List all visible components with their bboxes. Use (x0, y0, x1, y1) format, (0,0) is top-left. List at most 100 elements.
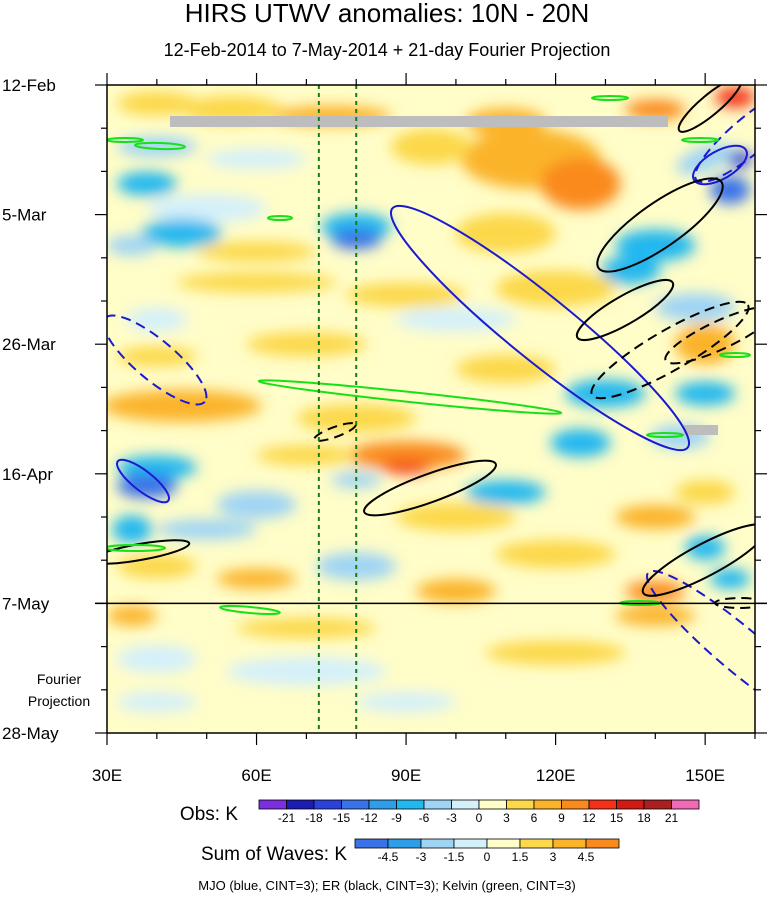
anomaly-blob (116, 644, 197, 673)
anomaly-blob (116, 91, 197, 116)
waves-colorbar-swatch (486, 838, 521, 849)
missing-data-bar (170, 116, 668, 127)
obs-colorbar-label: 15 (610, 811, 624, 825)
anomaly-blob (395, 307, 516, 332)
anomaly-blob (615, 605, 696, 626)
obs-colorbar-label: 12 (582, 811, 596, 825)
anomaly-blob (216, 490, 297, 519)
kelvin-contour (134, 141, 186, 151)
anomaly-blob (296, 404, 417, 433)
x-tick-label: 90E (391, 766, 421, 785)
x-tick-label: 120E (536, 766, 576, 785)
kelvin-contour (107, 137, 144, 143)
mjo-contour (389, 204, 691, 452)
anomaly-blob (156, 519, 257, 540)
anomaly-blob (685, 535, 726, 560)
kelvin-contour (257, 379, 563, 415)
kelvin-contour (107, 544, 166, 552)
obs-colorbar-swatch (506, 799, 535, 810)
waves-colorbar-label: -1.5 (444, 850, 465, 864)
anomaly-blob (116, 692, 197, 713)
er-contour (575, 278, 675, 342)
anomaly-blob (256, 445, 357, 466)
anomaly-blob (455, 213, 556, 254)
waves-colorbar-label: -4.5 (378, 850, 399, 864)
obs-colorbar-label: -6 (419, 811, 430, 825)
anomaly-blob (107, 605, 157, 626)
obs-colorbar-label: 21 (665, 811, 679, 825)
obs-colorbar-swatch (341, 799, 370, 810)
obs-colorbar-label: -3 (446, 811, 457, 825)
obs-colorbar-label: -9 (391, 811, 402, 825)
anomaly-blob (236, 618, 377, 639)
anomaly-blob (600, 256, 661, 285)
x-tick-label: 60E (241, 766, 271, 785)
obs-colorbar-label: 6 (531, 811, 538, 825)
kelvin-contour (646, 432, 684, 438)
anomaly-blob (146, 194, 267, 223)
waves-colorbar-label: 0 (484, 850, 491, 864)
kelvin-contour (591, 95, 629, 101)
obs-colorbar-label: -18 (305, 811, 323, 825)
anomaly-blob (116, 554, 197, 579)
waves-colorbar-label: -3 (416, 850, 427, 864)
axes: 12-Feb 5-Mar 26-Mar 16-Apr 7-May 28-May 30E 60E… (2, 73, 767, 785)
y-tick-label: 26-Mar (2, 335, 56, 354)
kelvin-contour (719, 352, 751, 358)
anomaly-blob (540, 157, 621, 210)
obs-colorbar-title: Obs: K (180, 804, 238, 825)
obs-colorbar-label: 18 (637, 811, 651, 825)
anomaly-blob (126, 307, 187, 332)
wave-legend: MJO (blue, CINT=3); ER (black, CINT=3); … (198, 878, 576, 893)
waves-colorbar-title: Sum of Waves: K (201, 844, 347, 865)
anomaly-blob (710, 568, 751, 589)
obs-colorbar-swatch (368, 799, 397, 810)
anomaly-blob (346, 282, 467, 307)
projection-label: Projection (28, 693, 90, 709)
x-tick-label: 150E (685, 766, 725, 785)
mjo-contour (107, 314, 208, 406)
waves-colorbar-label: 4.5 (578, 850, 595, 864)
anomaly-blob (391, 128, 471, 165)
y-tick-label: 12-Feb (2, 76, 56, 95)
waves-colorbar-swatch (453, 838, 488, 849)
er-contour (363, 459, 497, 517)
obs-colorbar-label: -12 (360, 811, 378, 825)
obs-colorbar-label: -15 (333, 811, 351, 825)
anomaly-blob (550, 428, 611, 457)
obs-colorbar-label: 9 (558, 811, 565, 825)
waves-colorbar-swatch (552, 838, 587, 849)
anomaly-blob (107, 389, 262, 422)
y-tick-label: 28-May (2, 724, 59, 743)
er-contour (596, 177, 724, 273)
er-contour (677, 85, 743, 133)
waves-colorbar-swatch (387, 838, 422, 849)
waves-colorbar-swatch (519, 838, 554, 849)
anomaly-blob (116, 474, 177, 499)
er-contour (590, 300, 750, 400)
anomaly-blob (675, 480, 736, 505)
obs-colorbar-swatch (671, 799, 700, 810)
mjo-contour (694, 86, 755, 184)
chart-title: HIRS UTWV anomalies: 10N - 20N (184, 0, 590, 28)
anomaly-blob (485, 640, 626, 665)
obs-colorbar-swatch (533, 799, 562, 810)
mjo-contour (692, 144, 748, 186)
x-tick-label: 30E (92, 766, 122, 785)
obs-colorbar-swatch (258, 799, 287, 810)
obs-colorbar-swatch (616, 799, 645, 810)
projection-label: Fourier (37, 671, 82, 687)
plot-frame (106, 84, 756, 734)
waves-colorbar-swatch (420, 838, 455, 849)
anomaly-blob (615, 229, 696, 262)
anomaly-field (107, 85, 755, 733)
anomaly-blob (715, 87, 755, 108)
y-tick-label: 5-Mar (2, 206, 47, 225)
obs-colorbar-swatch (423, 799, 452, 810)
anomaly-blob (176, 272, 337, 293)
anomaly-blob (495, 540, 616, 569)
waves-colorbar-label: 3 (550, 850, 557, 864)
waves-colorbar-label: 1.5 (512, 850, 529, 864)
obs-colorbar-swatch (561, 799, 590, 810)
